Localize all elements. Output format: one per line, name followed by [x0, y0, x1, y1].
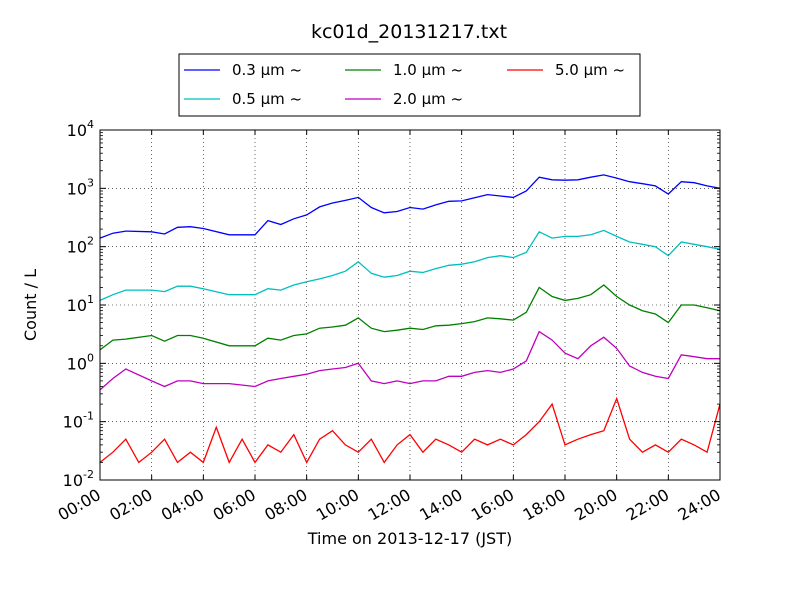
x-tick-label: 22:00 [623, 485, 672, 525]
y-tick-label: 10-1 [63, 410, 94, 432]
legend-label-3: 1.0 μm ~ [393, 61, 463, 79]
x-tick-label: 02:00 [106, 485, 155, 525]
grid [100, 130, 720, 480]
series-line-5 [99, 396, 721, 464]
y-tick-labels: 10-2 10-1 100 101 102 103 104 [63, 118, 94, 490]
legend-label-1: 0.3 μm ~ [232, 61, 302, 79]
series-line-2 [99, 229, 721, 301]
x-tick-labels: 00:00 02:00 04:00 06:00 08:00 10:00 12:00 14:00… [55, 485, 724, 525]
ticks [99, 129, 721, 481]
y-tick-label: 101 [67, 293, 94, 315]
plot-lines [99, 174, 721, 464]
legend-label-4: 2.0 μm ~ [393, 90, 463, 108]
x-tick-label: 16:00 [468, 485, 517, 525]
x-tick-label: 14:00 [416, 485, 465, 525]
legend-box [178, 53, 641, 117]
series-line-1 [99, 174, 721, 239]
x-axis-label: Time on 2013-12-17 (JST) [307, 529, 512, 548]
series-line-4 [99, 330, 720, 391]
legend-label-2: 0.5 μm ~ [232, 90, 302, 108]
y-axis-label: Count / L [21, 269, 40, 341]
chart-title: kc01d_20131217.txt [311, 21, 507, 43]
x-tick-label: 12:00 [365, 485, 414, 525]
x-tick-label: 06:00 [210, 485, 259, 525]
x-tick-label: 24:00 [675, 485, 724, 525]
x-tick-label: 00:00 [55, 485, 104, 525]
x-tick-label: 10:00 [313, 485, 362, 525]
x-tick-label: 08:00 [261, 485, 310, 525]
y-tick-label: 104 [67, 118, 94, 140]
x-tick-label: 04:00 [158, 485, 207, 525]
y-tick-label: 100 [67, 351, 94, 373]
y-tick-label: 102 [67, 235, 94, 257]
y-tick-label: 10-2 [63, 468, 94, 490]
y-tick-label: 103 [67, 176, 94, 198]
legend-label-5: 5.0 μm ~ [555, 61, 625, 79]
legend: 0.3 μm ~ 0.5 μm ~ 1.0 μm ~ 2.0 μm ~ 5.0 μm ~ [178, 53, 641, 117]
series-line-3 [99, 284, 721, 351]
x-tick-label: 18:00 [520, 485, 569, 525]
x-tick-label: 20:00 [571, 485, 620, 525]
